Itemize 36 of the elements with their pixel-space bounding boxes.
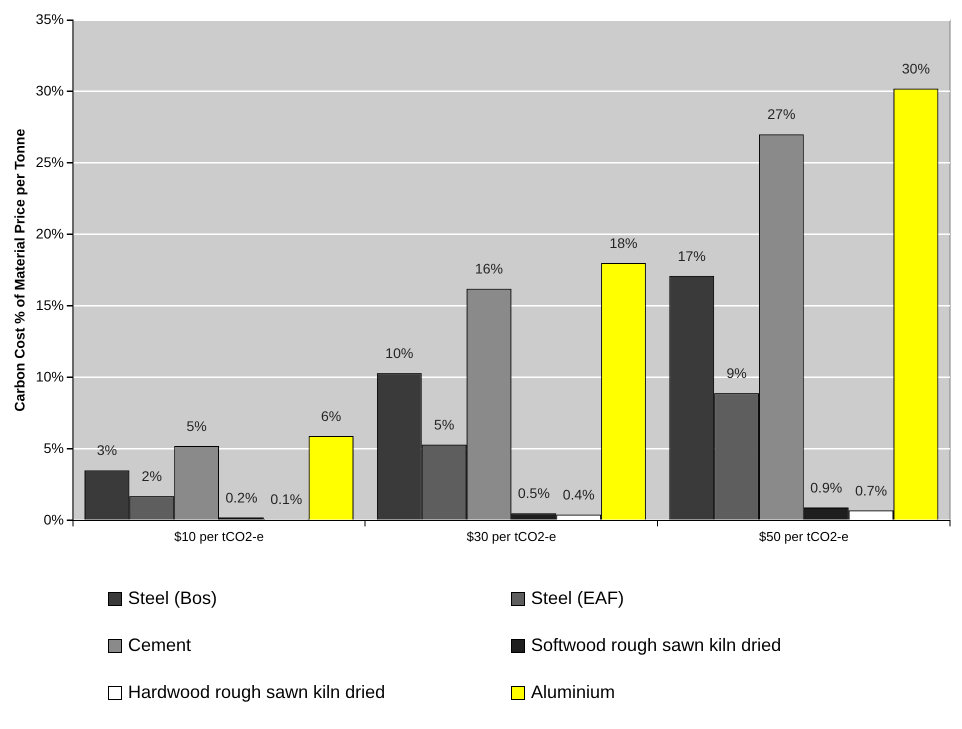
x-tick-label: $10 per tCO2-e bbox=[174, 528, 264, 544]
data-label: 17% bbox=[678, 248, 706, 264]
legend-label: Steel (Bos) bbox=[128, 588, 218, 609]
y-tick-label: 25% bbox=[36, 154, 64, 170]
data-label: 3% bbox=[96, 442, 118, 458]
data-label: 9% bbox=[726, 365, 747, 382]
y-tick-label: 30% bbox=[36, 82, 64, 98]
y-axis-title: Carbon Cost % of Material Price per Tonne bbox=[11, 128, 28, 412]
data-label: 0.9% bbox=[810, 479, 842, 496]
y-tick-label: 5% bbox=[44, 440, 64, 456]
data-label: 6% bbox=[320, 408, 342, 424]
legend-label: Cement bbox=[128, 635, 192, 656]
legend-label: Hardwood rough sawn kiln dried bbox=[128, 682, 386, 703]
legend-label: Softwood rough sawn kiln dried bbox=[531, 635, 782, 656]
data-label: 0.7% bbox=[855, 482, 888, 498]
data-label: 5% bbox=[186, 418, 207, 434]
data-label: 0.4% bbox=[562, 486, 595, 503]
data-label: 16% bbox=[474, 260, 504, 277]
y-tick-label: 20% bbox=[36, 225, 64, 242]
legend-label: Aluminium bbox=[531, 682, 616, 703]
data-label: 18% bbox=[609, 234, 638, 251]
data-label: 30% bbox=[902, 60, 930, 76]
data-label: 0.1% bbox=[270, 490, 302, 507]
x-tick-label: $30 per tCO2-e bbox=[466, 528, 556, 544]
data-label: 27% bbox=[767, 106, 796, 122]
data-label: 2% bbox=[142, 468, 162, 484]
y-tick-label: 15% bbox=[36, 296, 64, 313]
data-label: 0.2% bbox=[225, 489, 258, 506]
data-label: 0.5% bbox=[518, 485, 550, 502]
y-tick-label: 10% bbox=[36, 368, 64, 384]
data-label: 10% bbox=[385, 345, 414, 361]
y-tick-label: 35% bbox=[36, 10, 64, 27]
y-tick-label: 0% bbox=[44, 511, 64, 528]
data-label: 5% bbox=[434, 416, 454, 432]
legend-label: Steel (EAF) bbox=[531, 588, 624, 609]
x-tick-label: $50 per tCO2-e bbox=[759, 528, 849, 544]
